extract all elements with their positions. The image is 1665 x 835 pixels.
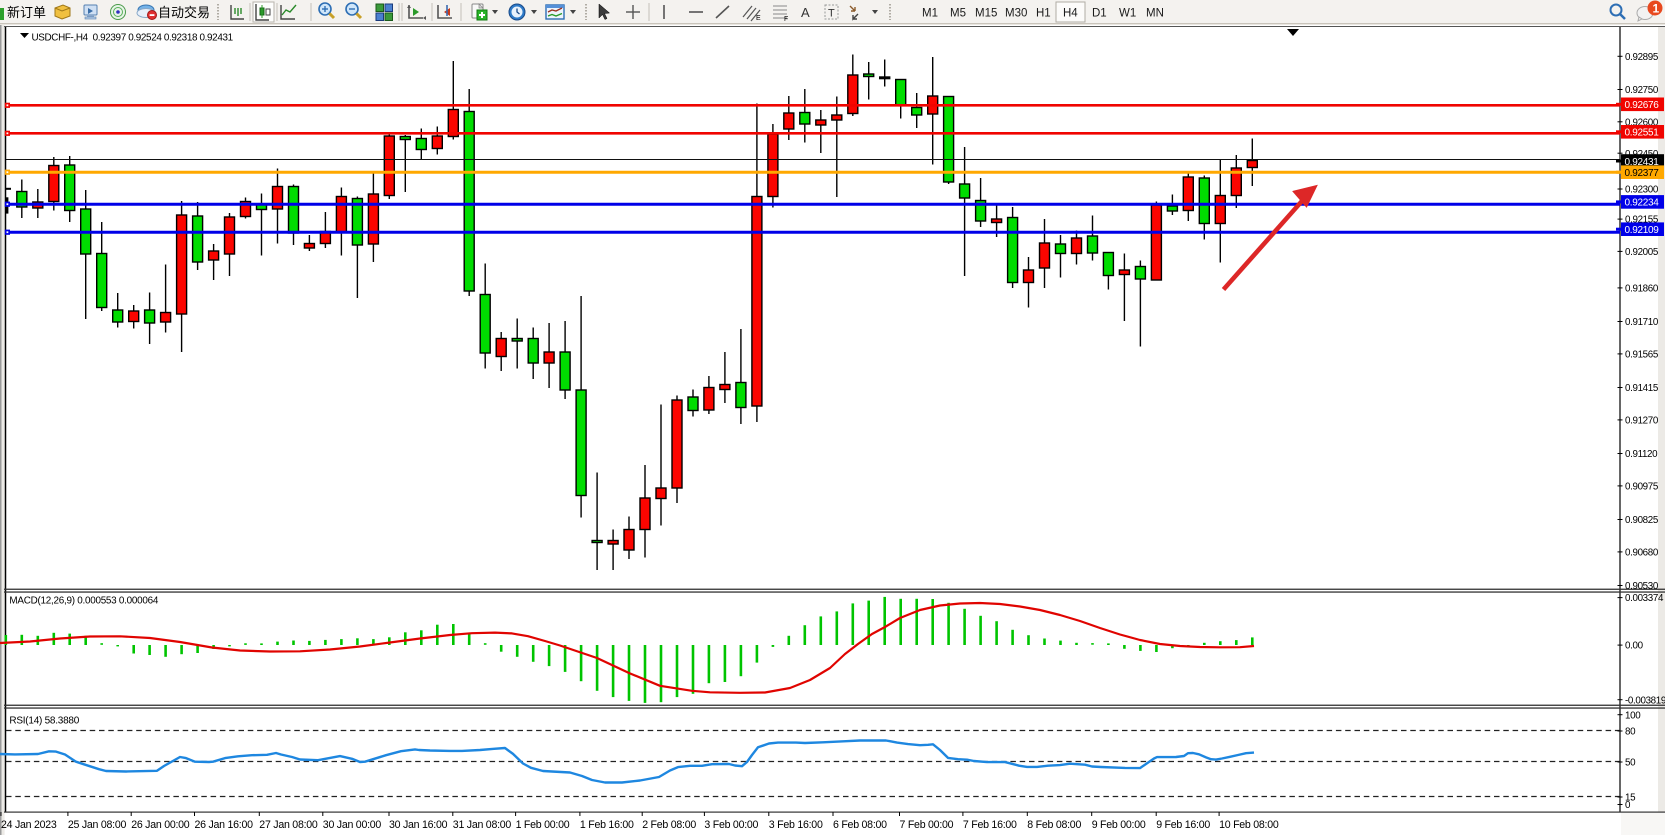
svg-text:RSI(14) 58.3880: RSI(14) 58.3880 bbox=[9, 715, 79, 726]
svg-text:0.91415: 0.91415 bbox=[1625, 383, 1659, 394]
svg-text:MN: MN bbox=[1146, 8, 1164, 20]
svg-text:0.003374: 0.003374 bbox=[1625, 593, 1664, 604]
svg-text:0.92431: 0.92431 bbox=[1625, 157, 1660, 168]
svg-text:H1: H1 bbox=[1036, 8, 1051, 20]
svg-text:25 Jan 08:00: 25 Jan 08:00 bbox=[68, 819, 127, 831]
svg-text:W1: W1 bbox=[1119, 8, 1136, 20]
svg-text:6 Feb 08:00: 6 Feb 08:00 bbox=[833, 819, 887, 831]
svg-text:2 Feb 08:00: 2 Feb 08:00 bbox=[642, 819, 696, 831]
svg-text:24 Jan 2023: 24 Jan 2023 bbox=[1, 819, 57, 831]
svg-text:0.92234: 0.92234 bbox=[1625, 198, 1660, 209]
svg-text:0.92005: 0.92005 bbox=[1625, 247, 1659, 258]
svg-text:9 Feb 00:00: 9 Feb 00:00 bbox=[1092, 819, 1146, 831]
svg-text:0.90680: 0.90680 bbox=[1625, 548, 1659, 559]
svg-text:M1: M1 bbox=[922, 8, 938, 20]
svg-text:0.90530: 0.90530 bbox=[1625, 581, 1659, 592]
svg-text:30 Jan 00:00: 30 Jan 00:00 bbox=[323, 819, 382, 831]
svg-text:E: E bbox=[756, 15, 761, 22]
svg-text:0.91270: 0.91270 bbox=[1625, 416, 1659, 427]
svg-text:0.92600: 0.92600 bbox=[1625, 117, 1659, 128]
svg-text:新订单: 新订单 bbox=[7, 5, 46, 20]
svg-text:0.91710: 0.91710 bbox=[1625, 317, 1659, 328]
svg-text:8 Feb 08:00: 8 Feb 08:00 bbox=[1027, 819, 1081, 831]
svg-text:0.00: 0.00 bbox=[1625, 641, 1644, 652]
svg-text:M5: M5 bbox=[950, 8, 966, 20]
svg-text:1 Feb 00:00: 1 Feb 00:00 bbox=[516, 819, 570, 831]
svg-text:0.91120: 0.91120 bbox=[1625, 449, 1658, 460]
svg-text:0.92895: 0.92895 bbox=[1625, 52, 1659, 63]
svg-text:7 Feb 00:00: 7 Feb 00:00 bbox=[900, 819, 954, 831]
svg-text:0.91860: 0.91860 bbox=[1625, 284, 1659, 295]
svg-text:A: A bbox=[801, 5, 810, 20]
svg-text:0: 0 bbox=[1625, 800, 1631, 811]
svg-text:0.91565: 0.91565 bbox=[1625, 350, 1659, 361]
svg-text:3 Feb 00:00: 3 Feb 00:00 bbox=[704, 819, 758, 831]
svg-text:D1: D1 bbox=[1092, 8, 1107, 20]
svg-text:M15: M15 bbox=[975, 8, 997, 20]
svg-text:0.90825: 0.90825 bbox=[1625, 515, 1659, 526]
svg-text:26 Jan 16:00: 26 Jan 16:00 bbox=[195, 819, 254, 831]
svg-text:M30: M30 bbox=[1005, 8, 1027, 20]
svg-text:0.90975: 0.90975 bbox=[1625, 482, 1659, 493]
svg-text:USDCHF-,H4 0.92397 0.92524 0.: USDCHF-,H4 0.92397 0.92524 0.92318 0.924… bbox=[32, 33, 234, 44]
svg-text:T: T bbox=[828, 8, 835, 20]
svg-text:3 Feb 16:00: 3 Feb 16:00 bbox=[769, 819, 823, 831]
svg-text:31 Jan 08:00: 31 Jan 08:00 bbox=[453, 819, 512, 831]
svg-text:0.92551: 0.92551 bbox=[1625, 128, 1660, 139]
svg-text:H4: H4 bbox=[1063, 8, 1078, 20]
svg-text:27 Jan 08:00: 27 Jan 08:00 bbox=[259, 819, 318, 831]
svg-text:0.92676: 0.92676 bbox=[1625, 100, 1660, 111]
svg-text:0.92377: 0.92377 bbox=[1625, 168, 1660, 179]
svg-text:MACD(12,26,9) 0.000553 0.00006: MACD(12,26,9) 0.000553 0.000064 bbox=[9, 595, 158, 606]
svg-text:1 Feb 16:00: 1 Feb 16:00 bbox=[580, 819, 634, 831]
svg-text:自动交易: 自动交易 bbox=[158, 5, 210, 20]
svg-text:10 Feb 08:00: 10 Feb 08:00 bbox=[1219, 819, 1279, 831]
svg-text:7 Feb 16:00: 7 Feb 16:00 bbox=[963, 819, 1017, 831]
svg-text:26 Jan 00:00: 26 Jan 00:00 bbox=[131, 819, 190, 831]
svg-text:0.92750: 0.92750 bbox=[1625, 85, 1659, 96]
svg-text:0.92109: 0.92109 bbox=[1625, 225, 1660, 236]
svg-text:-0.003819: -0.003819 bbox=[1625, 695, 1665, 706]
svg-text:1: 1 bbox=[1653, 2, 1660, 16]
svg-text:50: 50 bbox=[1625, 758, 1636, 769]
svg-text:100: 100 bbox=[1625, 710, 1641, 721]
svg-text:0.92155: 0.92155 bbox=[1625, 215, 1659, 226]
svg-text:9 Feb 16:00: 9 Feb 16:00 bbox=[1156, 819, 1210, 831]
svg-text:80: 80 bbox=[1625, 727, 1636, 738]
svg-text:F: F bbox=[784, 16, 788, 23]
svg-text:0.92300: 0.92300 bbox=[1625, 185, 1659, 196]
svg-text:15: 15 bbox=[1625, 793, 1636, 804]
svg-text:30 Jan 16:00: 30 Jan 16:00 bbox=[389, 819, 448, 831]
